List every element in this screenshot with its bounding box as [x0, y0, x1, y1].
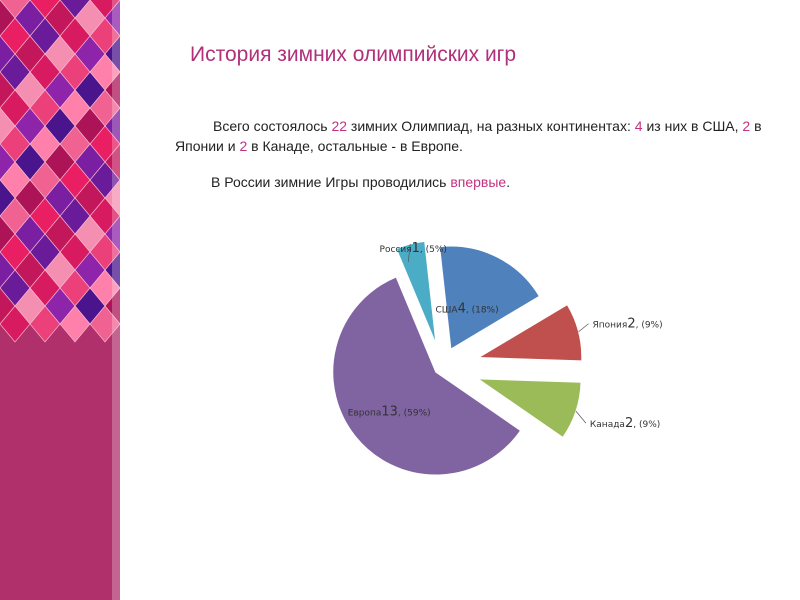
pattern-tile [104, 215, 120, 253]
pattern-tile [0, 179, 16, 217]
pattern-tile [59, 305, 91, 343]
data-label-Европа: Европа13, (59%) [348, 405, 431, 420]
para2-lead: В России зимние Игры проводились [211, 174, 451, 190]
data-label-Канада: Канада2, (9%) [590, 416, 660, 431]
pattern-tile [0, 215, 16, 253]
para1-text2: из них в США, [642, 118, 743, 134]
pattern-tile [0, 71, 16, 109]
pattern-tile [104, 107, 120, 145]
pattern-tile [104, 71, 120, 109]
canada-count: 2 [239, 138, 248, 154]
pattern-tile [104, 0, 120, 37]
pattern-tile [0, 143, 16, 181]
leader-line [407, 243, 411, 263]
pie-slice-Канада [476, 378, 582, 439]
para1-text4: в Канаде, остальные - в Европе. [247, 138, 463, 154]
pattern-tile [0, 287, 16, 325]
total-count: 22 [331, 118, 348, 134]
para1-text3: в Японии и [175, 118, 762, 154]
first-time-highlight: впервые [450, 174, 507, 190]
pattern-tile [104, 179, 120, 217]
data-label-США: США4, (18%) [436, 302, 499, 317]
pattern-tile [0, 107, 16, 145]
data-label-Япония: Япония2, (9%) [593, 317, 663, 332]
intro-paragraph: Всего состоялось 22 зимних Олимпиад, на … [175, 116, 765, 156]
page-title: История зимних олимпийских игр [190, 43, 517, 66]
pattern-tile [0, 305, 31, 343]
pattern-tile [0, 251, 16, 289]
para1-lead: Всего состоялось [213, 118, 332, 134]
pie-slice-Россия [395, 240, 437, 344]
pattern-tile [104, 287, 120, 325]
pattern-tile [0, 35, 16, 73]
japan-count: 2 [742, 118, 751, 134]
leader-line [575, 410, 587, 424]
pie-slice-Япония [477, 303, 583, 362]
pattern-tile [104, 143, 120, 181]
russia-paragraph: В России зимние Игры проводились впервые… [175, 172, 765, 192]
pattern-tile [29, 305, 61, 343]
olympics-pie-chart: США4, (18%) Япония2, (9%) Канада2, (9%) Евр… [332, 240, 663, 476]
pattern-tile [104, 251, 120, 289]
leader-line [578, 323, 589, 333]
decorative-pattern-strip [0, 0, 120, 600]
usa-count: 4 [634, 118, 643, 134]
para2-tail: . [506, 174, 511, 190]
data-label-Россия: Россия1, (5%) [380, 241, 447, 256]
pattern-tile [0, 0, 16, 37]
pie-slice-США [439, 245, 541, 350]
pattern-tile [89, 305, 120, 343]
pie-slice-Европа [332, 276, 522, 476]
para1-text1: зимних Олимпиад, на разных континентах: [347, 118, 635, 134]
pattern-tile [104, 35, 120, 73]
